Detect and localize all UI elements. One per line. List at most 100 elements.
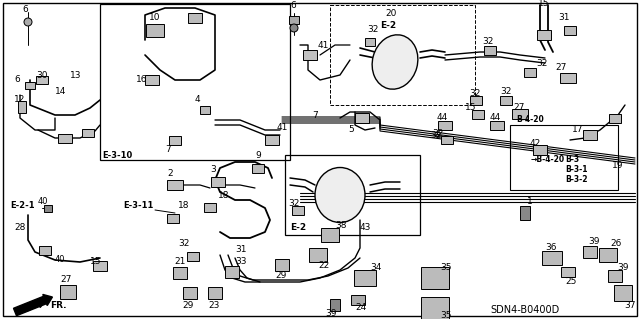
Text: 39: 39 (588, 238, 600, 247)
Text: 19: 19 (612, 160, 623, 169)
Bar (167, 180, 183, 190)
Text: 23: 23 (208, 300, 220, 309)
Bar (537, 30, 551, 40)
Bar (484, 46, 496, 55)
Text: E-3-10: E-3-10 (102, 151, 132, 160)
Bar (303, 50, 317, 60)
Bar (470, 95, 482, 105)
Bar (321, 228, 339, 242)
Bar (208, 287, 222, 299)
Text: FR.: FR. (50, 300, 67, 309)
Text: 32: 32 (288, 198, 300, 207)
Text: 3: 3 (210, 166, 216, 174)
Text: 41: 41 (318, 41, 330, 49)
Text: 16: 16 (136, 76, 147, 85)
Bar (200, 106, 210, 114)
Text: 22: 22 (318, 261, 329, 270)
Text: B-4-20: B-4-20 (516, 115, 544, 124)
Bar (93, 261, 107, 271)
Bar (275, 259, 289, 271)
Text: E-2-1: E-2-1 (10, 201, 35, 210)
Text: 6: 6 (14, 76, 20, 85)
Bar (355, 113, 369, 123)
Text: 31: 31 (558, 13, 570, 23)
Bar (608, 270, 622, 282)
Text: 6: 6 (22, 5, 28, 14)
Bar (36, 76, 48, 84)
Text: 5: 5 (348, 125, 354, 135)
Bar (169, 136, 181, 145)
Bar (542, 251, 562, 265)
Text: 26: 26 (610, 240, 621, 249)
Bar (583, 130, 597, 140)
Text: 24: 24 (355, 303, 366, 313)
Bar (609, 114, 621, 122)
Text: 34: 34 (370, 263, 381, 272)
Text: 32: 32 (430, 130, 442, 139)
Bar (365, 38, 375, 46)
Text: E-2: E-2 (290, 224, 306, 233)
Text: 12: 12 (14, 95, 26, 105)
Text: 18: 18 (178, 202, 189, 211)
Bar (292, 205, 304, 214)
Text: 32: 32 (482, 38, 493, 47)
Text: 31: 31 (235, 246, 246, 255)
Bar (265, 135, 279, 145)
Text: →B-4-20: →B-4-20 (531, 155, 565, 165)
Bar (204, 203, 216, 211)
Text: 42: 42 (530, 138, 541, 147)
Bar (100, 4, 290, 160)
Circle shape (24, 18, 32, 26)
Bar (351, 295, 365, 305)
Bar (472, 109, 484, 118)
Text: 21: 21 (174, 256, 186, 265)
Bar (309, 248, 327, 262)
Text: 35: 35 (440, 311, 451, 319)
Bar (60, 285, 76, 299)
Text: 32: 32 (178, 239, 189, 248)
Text: 27: 27 (513, 103, 524, 113)
Text: 15: 15 (90, 257, 102, 266)
Bar (82, 129, 94, 137)
Text: 27: 27 (555, 63, 566, 72)
Bar (520, 206, 530, 220)
Bar (441, 136, 453, 144)
Bar (524, 68, 536, 77)
Bar (285, 155, 420, 235)
Bar (330, 5, 475, 105)
Text: 32: 32 (367, 26, 378, 34)
Bar (490, 121, 504, 130)
Bar (211, 177, 225, 187)
Text: 13: 13 (70, 71, 81, 80)
Text: 20: 20 (385, 10, 396, 19)
Text: B-3-2: B-3-2 (565, 175, 588, 184)
Text: 28: 28 (14, 224, 26, 233)
Bar (58, 133, 72, 143)
Bar (561, 267, 575, 277)
Bar (583, 246, 597, 258)
Text: 33: 33 (235, 256, 246, 265)
Text: 41: 41 (277, 123, 289, 132)
Bar (560, 73, 576, 83)
Bar (18, 101, 26, 113)
Bar (614, 285, 632, 301)
Text: 36: 36 (545, 243, 557, 253)
Bar (533, 145, 547, 155)
Text: B-3: B-3 (565, 155, 579, 165)
Text: 35: 35 (440, 263, 451, 272)
Text: 30: 30 (36, 70, 47, 79)
Bar (44, 204, 52, 211)
Text: 38: 38 (335, 220, 346, 229)
Bar (438, 121, 452, 130)
Text: 10: 10 (149, 13, 161, 23)
Text: 39: 39 (617, 263, 628, 272)
Text: 15: 15 (465, 103, 477, 113)
Text: SDN4-B0400D: SDN4-B0400D (490, 305, 559, 315)
Bar (188, 13, 202, 23)
Text: 4: 4 (195, 95, 200, 105)
Text: 32: 32 (432, 129, 444, 137)
Bar (564, 26, 576, 34)
Bar (512, 109, 528, 119)
Text: 32: 32 (500, 87, 511, 97)
Text: E-2: E-2 (380, 20, 396, 29)
